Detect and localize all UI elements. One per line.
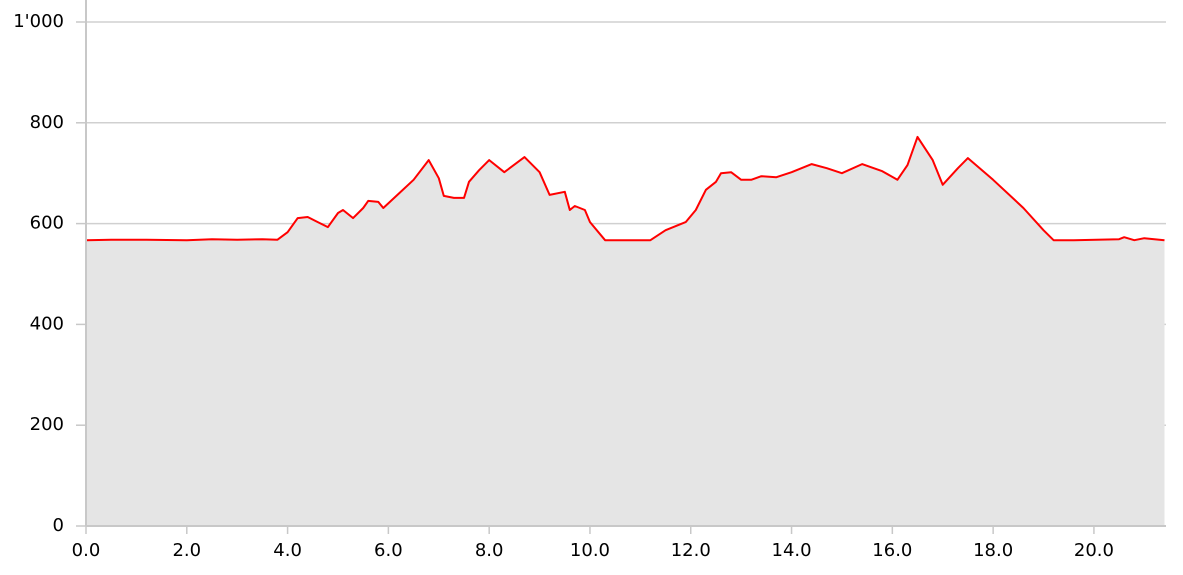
x-tick-label: 14.0 [772,540,812,561]
x-tick-label: 10.0 [570,540,610,561]
y-tick-label: 0 [53,515,64,536]
y-tick-label: 400 [30,313,64,334]
x-tick-label: 2.0 [172,540,201,561]
line [85,135,1165,242]
y-tick-label: 800 [30,112,64,133]
x-tick-label: 12.0 [671,540,711,561]
x-tick-label: 4.0 [273,540,302,561]
x-tick-label: 20.0 [1074,540,1114,561]
x-tick-label: 16.0 [872,540,912,561]
area [86,136,1165,526]
x-tick-label: 18.0 [973,540,1013,561]
x-tick-label: 0.0 [72,540,101,561]
y-tick-label: 600 [30,213,64,234]
x-tick-label: 6.0 [374,540,403,561]
y-tick-label: 1'000 [13,11,64,32]
x-tick-label: 8.0 [475,540,504,561]
y-tick-label: 200 [30,414,64,435]
